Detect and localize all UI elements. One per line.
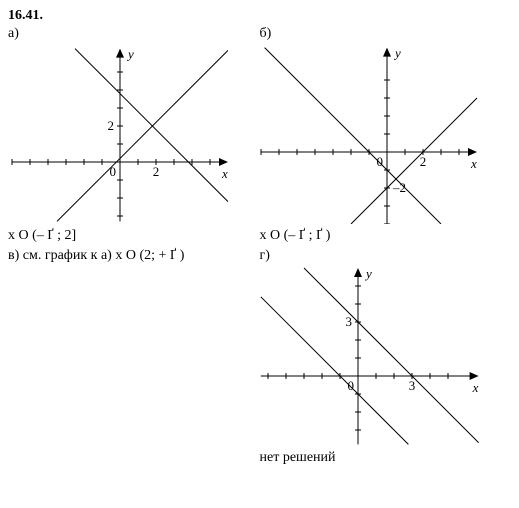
part-v-label: в) см. график к а) x Ο (2; + Ґ ): [8, 248, 260, 264]
svg-text:2: 2: [419, 154, 426, 169]
part-a-label: а): [8, 26, 260, 42]
chart-b: 2–20xy: [260, 44, 480, 224]
chart-g: 3 3 0 x y: [260, 266, 480, 446]
col-v-empty: [8, 266, 260, 466]
part-a-answer: x Ο (– Ґ ; 2]: [8, 228, 260, 244]
svg-text:x: x: [221, 166, 228, 181]
svg-text:y: y: [393, 46, 401, 61]
svg-text:0: 0: [376, 154, 383, 169]
part-b-label: б): [260, 26, 512, 42]
svg-text:x: x: [470, 156, 477, 171]
svg-text:3: 3: [408, 378, 415, 393]
part-g-label: г): [260, 248, 512, 264]
svg-text:2: 2: [153, 164, 160, 179]
problem-number: 16.41.: [8, 8, 511, 24]
col-g: 3 3 0 x y нет решений: [260, 266, 512, 466]
svg-text:2: 2: [108, 118, 115, 133]
svg-text:y: y: [126, 47, 134, 62]
row-ab: а) 220xy x Ο (– Ґ ; 2] б) 2–20xy x Ο (– …: [8, 26, 511, 244]
svg-text:3: 3: [345, 314, 352, 329]
col-b: б) 2–20xy x Ο (– Ґ ; Ґ ): [260, 26, 512, 244]
row-vg-labels: в) см. график к а) x Ο (2; + Ґ ) г): [8, 248, 511, 264]
col-a: а) 220xy x Ο (– Ґ ; 2]: [8, 26, 260, 244]
svg-text:x: x: [471, 380, 478, 395]
part-b-answer: x Ο (– Ґ ; Ґ ): [260, 228, 512, 244]
chart-a: 220xy: [8, 44, 228, 224]
svg-text:y: y: [364, 266, 372, 281]
part-g-answer: нет решений: [260, 450, 512, 466]
row-g: 3 3 0 x y нет решений: [8, 266, 511, 466]
svg-text:0: 0: [347, 378, 354, 393]
